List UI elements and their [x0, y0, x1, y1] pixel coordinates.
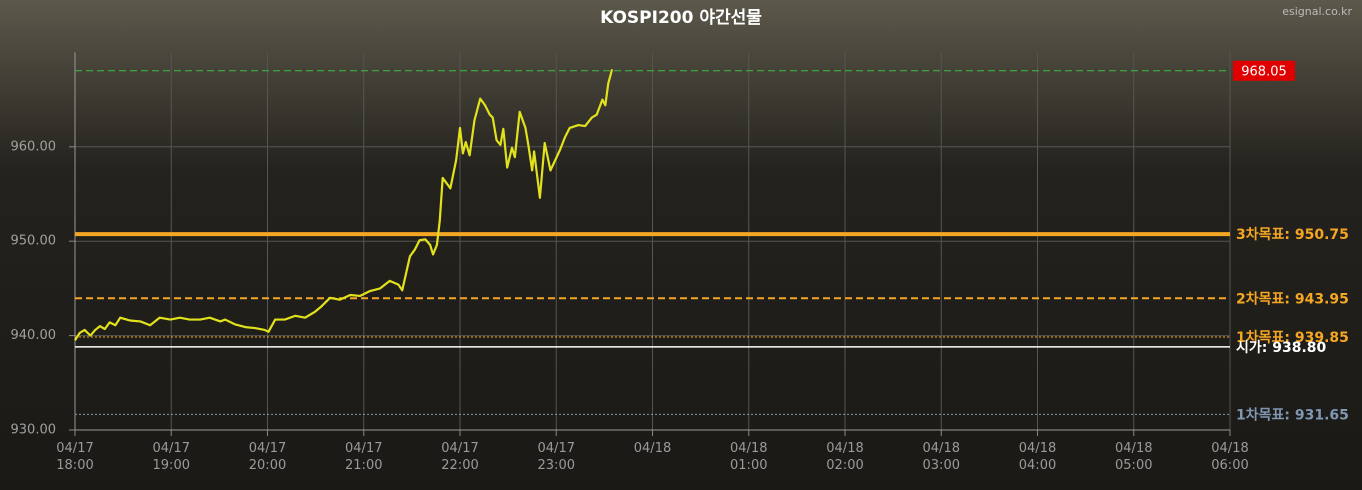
reference-label: 2차목표: 943.95 — [1236, 291, 1349, 307]
x-tick-label: 04/17 21:00 — [345, 441, 383, 473]
reference-label: 시가: 938.80 — [1236, 340, 1327, 356]
x-tick-label: 04/18 03:00 — [922, 441, 960, 473]
x-tick-label: 04/17 19:00 — [152, 441, 190, 473]
x-tick-label: 04/18 — [633, 441, 672, 456]
reference-label: 3차목표: 950.75 — [1236, 227, 1349, 243]
reference-label-box — [1233, 60, 1295, 81]
x-tick-label: 04/17 18:00 — [56, 441, 94, 473]
y-tick-label: 940.00 — [11, 328, 57, 343]
reference-label: 1차목표: 939.85 — [1236, 330, 1349, 346]
reference-label: 1차목표: 931.65 — [1236, 407, 1349, 423]
x-tick-label: 04/18 01:00 — [730, 441, 768, 473]
x-tick-label: 04/17 23:00 — [537, 441, 575, 473]
price-line — [74, 69, 614, 341]
reference-label: 968.05 — [1241, 64, 1287, 79]
x-tick-label: 04/18 05:00 — [1115, 441, 1153, 473]
y-tick-label: 950.00 — [11, 234, 57, 249]
y-tick-label: 960.00 — [11, 139, 57, 154]
chart-title: KOSPI200 야간선물 — [600, 8, 762, 28]
source: esignal.co.kr — [1282, 5, 1352, 18]
y-tick-label: 930.00 — [11, 423, 57, 438]
x-tick-label: 04/18 02:00 — [826, 441, 864, 473]
x-tick-label: 04/18 04:00 — [1018, 441, 1057, 473]
x-tick-label: 04/17 22:00 — [441, 441, 479, 473]
x-tick-label: 04/17 20:00 — [248, 441, 287, 473]
x-tick-label: 04/18 06:00 — [1211, 441, 1249, 473]
